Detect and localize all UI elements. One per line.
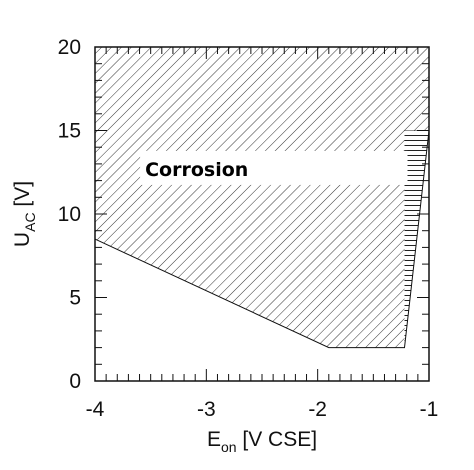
corrosion-label-background (140, 150, 408, 185)
corrosion-region (95, 47, 429, 348)
y-axis-title: UAC [V] (11, 181, 38, 247)
x-axis-title-rest: [V CSE] (237, 428, 318, 451)
y-axis-title-sub: AC (22, 212, 38, 231)
y-axis-title-main: U (11, 232, 34, 247)
x-axis-title: Eon [V CSE] (207, 428, 317, 455)
y-tick-label: 20 (58, 36, 81, 59)
y-tick-label: 5 (69, 287, 81, 310)
x-axis-title-sub: on (221, 439, 237, 455)
y-tick-label: 15 (58, 120, 81, 143)
corrosion-label-text: Corrosion (145, 159, 248, 181)
plot-regions (95, 47, 429, 348)
x-tick-label: -2 (308, 398, 327, 421)
y-axis-title-rest: [V] (11, 181, 34, 213)
x-tick-label: -4 (86, 398, 105, 421)
boundary-line (94, 130, 430, 349)
y-tick-label: 10 (58, 203, 81, 226)
x-axis-title-main: E (207, 428, 221, 451)
y-tick-label: 0 (69, 370, 81, 393)
x-tick-label: -1 (420, 398, 439, 421)
x-tick-label: -3 (197, 398, 216, 421)
plot-frame (94, 46, 430, 382)
tick-labels: -4 -3 -2 -1 0 5 10 15 20 (58, 36, 439, 421)
corrosion-label: Corrosion (140, 150, 408, 185)
